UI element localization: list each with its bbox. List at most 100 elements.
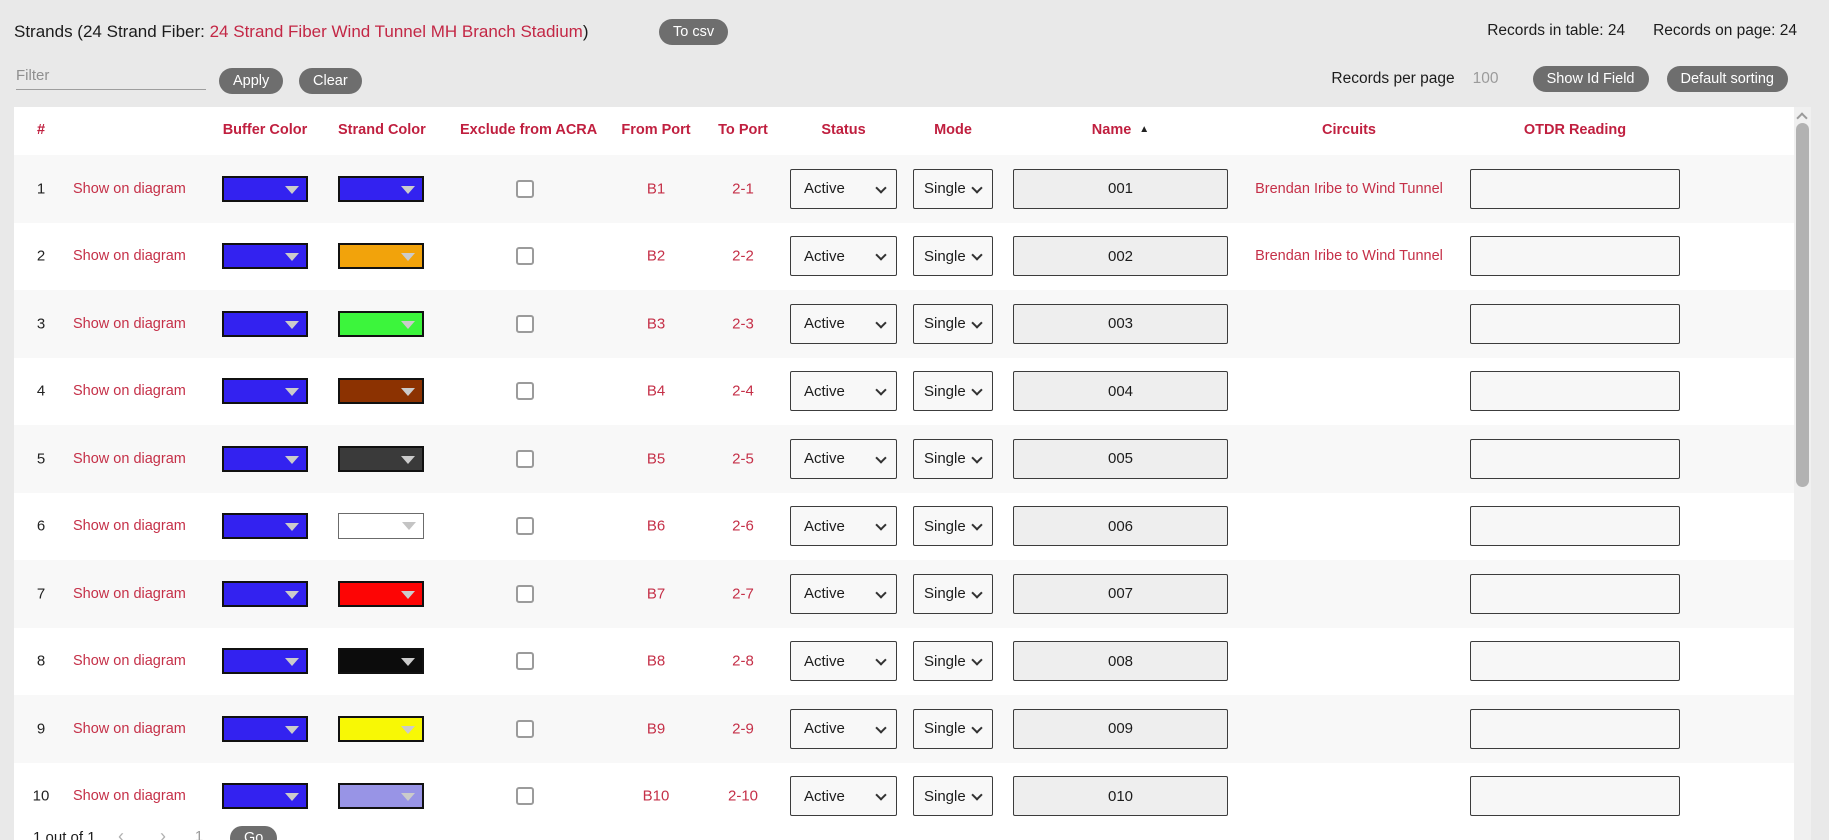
- show-on-diagram-link[interactable]: Show on diagram: [73, 585, 186, 602]
- mode-select[interactable]: Single: [913, 506, 993, 547]
- buffer-color-select[interactable]: [222, 378, 308, 405]
- mode-select[interactable]: Single: [913, 236, 993, 277]
- name-input[interactable]: [1013, 573, 1228, 614]
- column-header-name[interactable]: Name ▲: [1091, 122, 1150, 138]
- cable-link[interactable]: 24 Strand Fiber Wind Tunnel MH Branch St…: [209, 22, 583, 41]
- mode-select[interactable]: Single: [913, 438, 993, 479]
- column-header-number[interactable]: #: [36, 122, 46, 138]
- otdr-reading-input[interactable]: [1470, 303, 1680, 344]
- exclude-from-acra-checkbox[interactable]: [516, 584, 534, 603]
- previous-page-icon[interactable]: ‹: [118, 826, 124, 840]
- strand-color-select[interactable]: [338, 783, 424, 810]
- column-header-from-port[interactable]: From Port: [621, 122, 691, 138]
- buffer-color-select[interactable]: [222, 513, 308, 540]
- to-port-link[interactable]: 2-7: [732, 585, 754, 603]
- name-input[interactable]: [1013, 776, 1228, 817]
- status-select[interactable]: Active: [790, 573, 897, 614]
- otdr-reading-input[interactable]: [1470, 708, 1680, 749]
- name-input[interactable]: [1013, 708, 1228, 749]
- circuit-link[interactable]: Brendan Iribe to Wind Tunnel: [1255, 180, 1443, 197]
- otdr-reading-input[interactable]: [1470, 236, 1680, 277]
- to-port-link[interactable]: 2-3: [732, 315, 754, 333]
- show-on-diagram-link[interactable]: Show on diagram: [73, 788, 186, 805]
- to-csv-button[interactable]: To csv: [659, 19, 729, 45]
- records-per-page-input[interactable]: [1472, 70, 1515, 88]
- strand-color-select[interactable]: [338, 513, 424, 540]
- column-header-exclude-acra[interactable]: Exclude from ACRA: [460, 122, 598, 138]
- otdr-reading-input[interactable]: [1470, 371, 1680, 412]
- status-select[interactable]: Active: [790, 641, 897, 682]
- strand-color-select[interactable]: [338, 445, 424, 472]
- mode-select[interactable]: Single: [913, 168, 993, 209]
- column-header-buffer-color[interactable]: Buffer Color: [222, 122, 308, 138]
- name-input[interactable]: [1013, 641, 1228, 682]
- status-select[interactable]: Active: [790, 371, 897, 412]
- strand-color-select[interactable]: [338, 648, 424, 675]
- to-port-link[interactable]: 2-1: [732, 180, 754, 198]
- show-on-diagram-link[interactable]: Show on diagram: [73, 720, 186, 737]
- otdr-reading-input[interactable]: [1470, 168, 1680, 209]
- strand-color-select[interactable]: [338, 378, 424, 405]
- name-input[interactable]: [1013, 371, 1228, 412]
- show-on-diagram-link[interactable]: Show on diagram: [73, 248, 186, 265]
- from-port-link[interactable]: B3: [646, 315, 666, 333]
- default-sorting-button[interactable]: Default sorting: [1666, 66, 1788, 92]
- circuit-link[interactable]: Brendan Iribe to Wind Tunnel: [1255, 248, 1443, 265]
- from-port-link[interactable]: B6: [646, 517, 666, 535]
- column-header-otdr-reading[interactable]: OTDR Reading: [1523, 122, 1627, 138]
- show-on-diagram-link[interactable]: Show on diagram: [73, 518, 186, 535]
- page-number-input[interactable]: [186, 828, 212, 840]
- strand-color-select[interactable]: [338, 310, 424, 337]
- status-select[interactable]: Active: [790, 438, 897, 479]
- from-port-link[interactable]: B8: [646, 652, 666, 670]
- from-port-link[interactable]: B4: [646, 382, 666, 400]
- buffer-color-select[interactable]: [222, 648, 308, 675]
- show-on-diagram-link[interactable]: Show on diagram: [73, 383, 186, 400]
- show-on-diagram-link[interactable]: Show on diagram: [73, 180, 186, 197]
- mode-select[interactable]: Single: [913, 573, 993, 614]
- vertical-scrollbar[interactable]: [1794, 107, 1811, 840]
- from-port-link[interactable]: B7: [646, 585, 666, 603]
- buffer-color-select[interactable]: [222, 783, 308, 810]
- exclude-from-acra-checkbox[interactable]: [516, 719, 534, 738]
- buffer-color-select[interactable]: [222, 243, 308, 270]
- exclude-from-acra-checkbox[interactable]: [516, 652, 534, 671]
- filter-input[interactable]: [16, 62, 206, 90]
- strand-color-select[interactable]: [338, 175, 424, 202]
- show-on-diagram-link[interactable]: Show on diagram: [73, 653, 186, 670]
- exclude-from-acra-checkbox[interactable]: [516, 787, 534, 806]
- column-header-mode[interactable]: Mode: [934, 122, 972, 138]
- to-port-link[interactable]: 2-10: [727, 787, 759, 805]
- mode-select[interactable]: Single: [913, 641, 993, 682]
- clear-button[interactable]: Clear: [299, 68, 362, 94]
- status-select[interactable]: Active: [790, 776, 897, 817]
- column-header-to-port[interactable]: To Port: [718, 122, 768, 138]
- status-select[interactable]: Active: [790, 236, 897, 277]
- to-port-link[interactable]: 2-8: [732, 652, 754, 670]
- name-input[interactable]: [1013, 236, 1228, 277]
- otdr-reading-input[interactable]: [1470, 573, 1680, 614]
- exclude-from-acra-checkbox[interactable]: [516, 247, 534, 266]
- exclude-from-acra-checkbox[interactable]: [516, 382, 534, 401]
- show-id-field-button[interactable]: Show Id Field: [1532, 66, 1649, 92]
- from-port-link[interactable]: B9: [646, 720, 666, 738]
- strand-color-select[interactable]: [338, 243, 424, 270]
- scrollbar-thumb[interactable]: [1796, 123, 1809, 487]
- strand-color-select[interactable]: [338, 715, 424, 742]
- go-button[interactable]: Go: [230, 826, 278, 840]
- exclude-from-acra-checkbox[interactable]: [516, 179, 534, 198]
- to-port-link[interactable]: 2-6: [732, 517, 754, 535]
- strand-color-select[interactable]: [338, 580, 424, 607]
- mode-select[interactable]: Single: [913, 371, 993, 412]
- mode-select[interactable]: Single: [913, 776, 993, 817]
- exclude-from-acra-checkbox[interactable]: [516, 449, 534, 468]
- next-page-icon[interactable]: ›: [160, 826, 166, 840]
- column-header-status[interactable]: Status: [821, 122, 866, 138]
- to-port-link[interactable]: 2-4: [732, 382, 754, 400]
- to-port-link[interactable]: 2-9: [732, 720, 754, 738]
- from-port-link[interactable]: B10: [642, 787, 670, 805]
- status-select[interactable]: Active: [790, 506, 897, 547]
- otdr-reading-input[interactable]: [1470, 641, 1680, 682]
- mode-select[interactable]: Single: [913, 708, 993, 749]
- from-port-link[interactable]: B1: [646, 180, 666, 198]
